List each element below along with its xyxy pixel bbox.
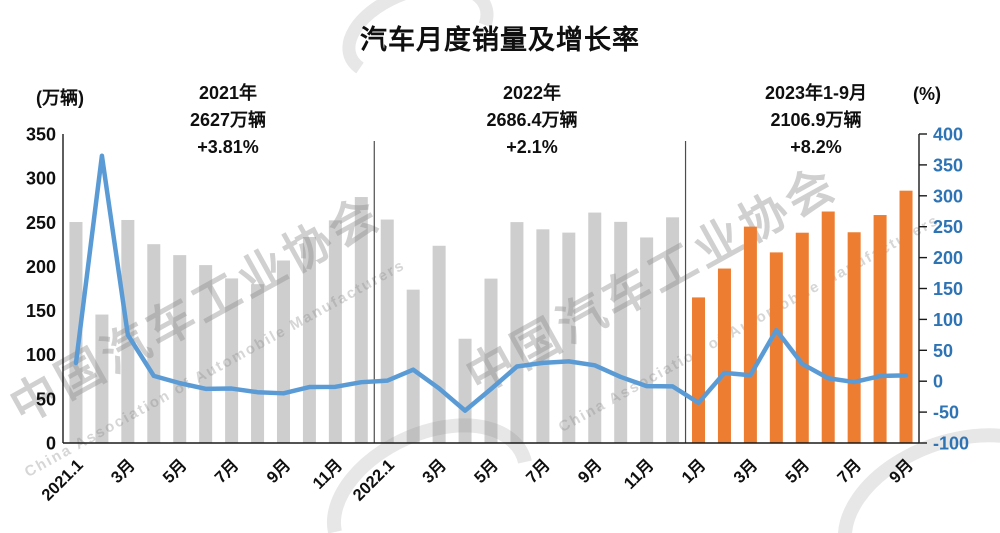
sales-bar — [147, 244, 161, 443]
svg-text:150: 150 — [933, 279, 963, 299]
left-axis-tick-labels: 0 50 100 150 200 250 300 350 — [26, 125, 56, 454]
right-axis-unit-label: (%) — [913, 84, 941, 104]
sales-bar — [380, 219, 394, 443]
sales-bar-2023 — [899, 190, 913, 443]
sales-bar — [199, 265, 213, 443]
sales-bar — [251, 284, 265, 443]
annotation-2023: 2023年1-9月 2106.9万辆 +8.2% — [765, 80, 867, 161]
svg-text:150: 150 — [26, 301, 56, 321]
sales-bar — [432, 245, 446, 443]
svg-text:9月: 9月 — [263, 455, 295, 487]
svg-text:200: 200 — [933, 248, 963, 268]
sales-bar-2023 — [692, 297, 706, 443]
annotation-2021-year: 2021年 — [198, 83, 258, 103]
sales-bar — [588, 212, 602, 443]
sales-bar — [225, 278, 239, 443]
right-axis-tick-labels: -100 -50 0 50 100 150 200 250 300 350 400 — [933, 125, 969, 454]
sales-bar-2023 — [847, 232, 861, 443]
svg-text:100: 100 — [933, 310, 963, 330]
svg-text:100: 100 — [26, 345, 56, 365]
growth-rate-line — [73, 153, 909, 413]
sales-bar — [458, 338, 472, 443]
svg-text:300: 300 — [26, 169, 56, 189]
sales-bar-2023 — [795, 232, 809, 443]
svg-text:50: 50 — [933, 341, 953, 361]
svg-text:3月: 3月 — [107, 455, 139, 487]
sales-bar — [173, 255, 187, 443]
svg-text:250: 250 — [26, 213, 56, 233]
svg-text:250: 250 — [933, 217, 963, 237]
svg-text:11月: 11月 — [309, 455, 346, 492]
sales-bar-2023 — [717, 268, 731, 443]
annotation-2023-total: 2106.9万辆 — [770, 110, 862, 130]
sales-bar — [406, 289, 420, 443]
annotation-2022: 2022年 2686.4万辆 +2.1% — [486, 80, 577, 161]
sales-bar — [328, 220, 342, 443]
svg-text:-50: -50 — [933, 403, 959, 423]
svg-text:5月: 5月 — [470, 455, 502, 487]
svg-text:5月: 5月 — [782, 455, 814, 487]
svg-text:300: 300 — [933, 186, 963, 206]
svg-text:200: 200 — [26, 257, 56, 277]
svg-text:2021.1: 2021.1 — [38, 456, 86, 504]
sales-bar — [484, 278, 498, 443]
chart-title: 汽车月度销量及增长率 — [360, 25, 640, 55]
svg-text:400: 400 — [933, 125, 963, 145]
svg-text:350: 350 — [26, 125, 56, 145]
annotation-2022-year: 2022年 — [502, 83, 562, 103]
svg-text:-100: -100 — [933, 434, 969, 454]
sales-bar — [640, 237, 654, 443]
annotation-2022-total: 2686.4万辆 — [486, 110, 578, 130]
svg-text:9月: 9月 — [885, 455, 917, 487]
sales-bar — [562, 232, 576, 443]
left-axis-unit-label: (万辆) — [36, 88, 84, 108]
svg-text:7月: 7月 — [211, 455, 243, 487]
svg-text:0: 0 — [933, 372, 943, 392]
sales-bar-2023 — [769, 252, 783, 443]
sales-bar — [510, 222, 524, 443]
svg-text:3月: 3月 — [730, 455, 762, 487]
sales-bar — [666, 217, 680, 443]
svg-text:11月: 11月 — [620, 455, 657, 492]
svg-text:350: 350 — [933, 155, 963, 175]
svg-text:3月: 3月 — [418, 455, 450, 487]
sales-bar — [614, 221, 628, 443]
annotation-2023-year: 2023年1-9月 — [764, 83, 868, 103]
annotation-2022-growth: +2.1% — [506, 137, 558, 157]
svg-text:7月: 7月 — [833, 455, 865, 487]
annotation-2021: 2021年 2627万辆 +3.81% — [190, 80, 266, 161]
svg-text:9月: 9月 — [574, 455, 606, 487]
sales-bar — [354, 197, 368, 443]
year-divider-lines — [373, 141, 687, 443]
sales-bar-2023 — [743, 226, 757, 443]
sales-bar — [95, 314, 109, 443]
x-axis-tick-labels: 2021.1 3月 5月 7月 9月 11月 2022.1 3月 5月 7月 9月 11月 1月 3月 5月… — [38, 455, 916, 504]
svg-text:50: 50 — [36, 389, 56, 409]
sales-bar — [69, 222, 83, 443]
sales-bar — [536, 229, 550, 443]
sales-bars — [69, 190, 913, 443]
svg-text:5月: 5月 — [159, 455, 191, 487]
svg-text:1月: 1月 — [678, 455, 710, 487]
sales-bar-2023 — [873, 215, 887, 443]
annotation-2021-total: 2627万辆 — [189, 110, 267, 130]
svg-text:2022.1: 2022.1 — [350, 456, 398, 504]
svg-text:7月: 7月 — [522, 455, 554, 487]
annotation-2021-growth: +3.81% — [197, 137, 259, 157]
sales-bar-2023 — [821, 211, 835, 443]
annotation-2023-growth: +8.2% — [790, 137, 842, 157]
sales-bar — [276, 260, 290, 443]
sales-bar — [302, 237, 316, 443]
svg-text:0: 0 — [46, 434, 56, 454]
